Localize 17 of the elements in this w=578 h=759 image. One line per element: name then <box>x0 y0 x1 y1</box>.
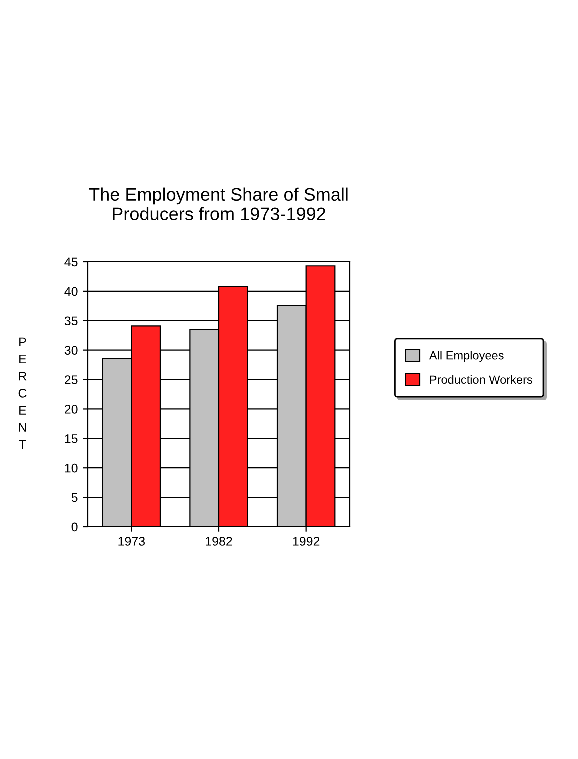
y-tick-label: 20 <box>65 405 78 414</box>
y-axis-title: PERCENT <box>18 338 27 449</box>
legend-label: Production Workers <box>430 375 532 384</box>
y-tick-label: 30 <box>64 346 78 355</box>
y-tick-label: 0 <box>72 522 78 532</box>
y-tick-label: 45 <box>64 258 78 267</box>
x-tick-label: 1982 <box>206 537 232 546</box>
y-tick-label: 35 <box>64 316 78 326</box>
x-tick-label: 1973 <box>118 537 146 546</box>
y-tick-label: 25 <box>65 376 78 384</box>
x-tick-label: 1992 <box>293 537 320 546</box>
y-tick-label: 5 <box>72 493 78 502</box>
y-tick-label: 10 <box>65 464 78 473</box>
y-tick-label: 15 <box>65 434 78 444</box>
chart-title: The Employment Share of Small Producers from 1973-1992 <box>89 188 348 221</box>
legend-label: All Employees <box>429 351 504 362</box>
y-tick-label: 40 <box>64 287 78 296</box>
